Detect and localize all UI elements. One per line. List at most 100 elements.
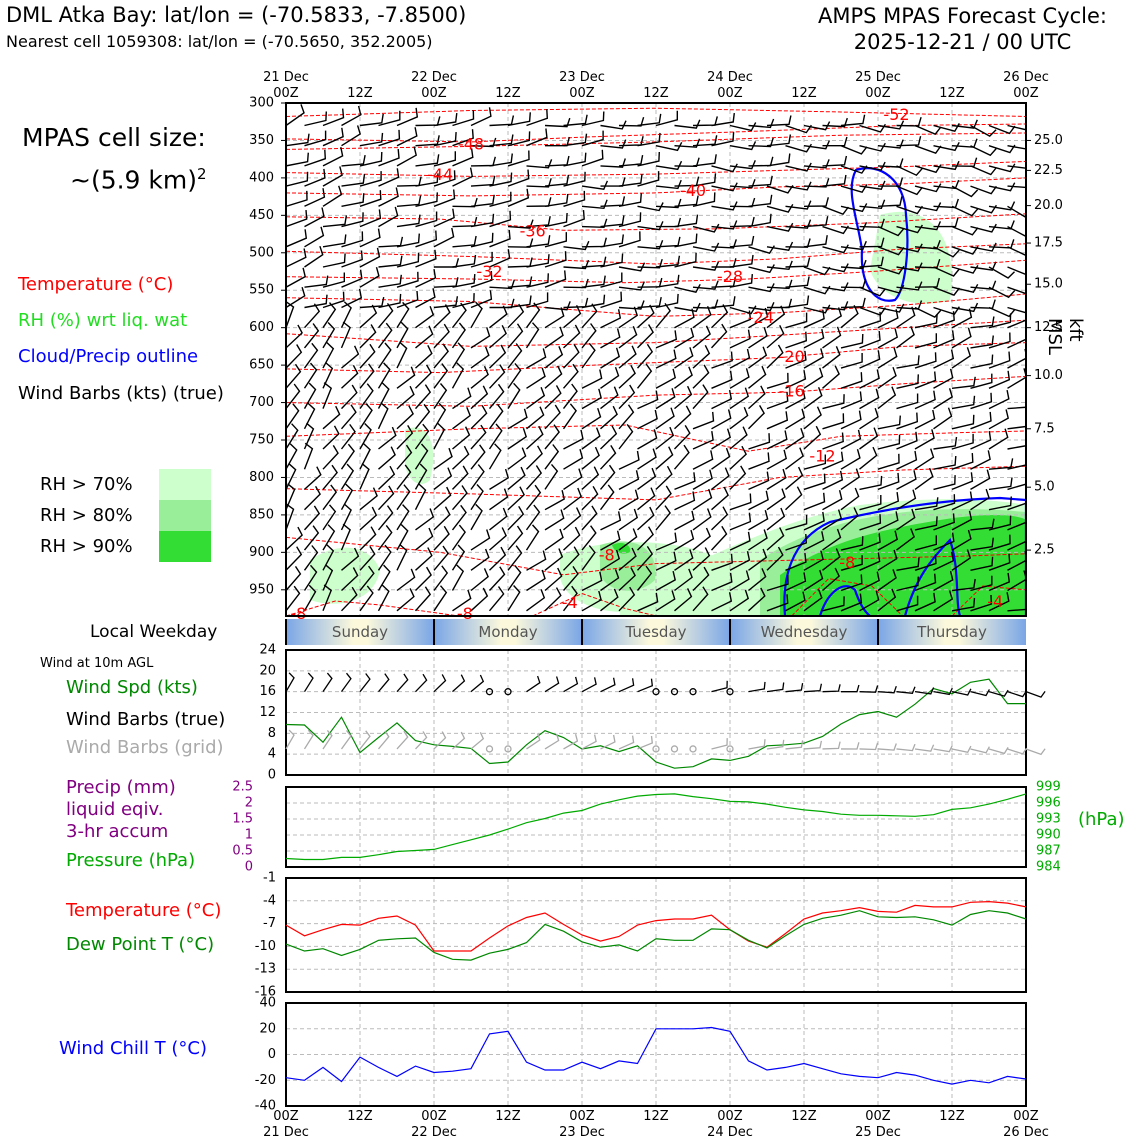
isotherm-label: -36	[520, 221, 546, 240]
wind-barb	[507, 466, 526, 490]
wind-barb	[544, 587, 562, 612]
bottom-date-label: 25 Dec	[855, 1125, 901, 1140]
wind-barb	[526, 348, 547, 369]
wind-barb	[711, 389, 733, 410]
wind-barb	[618, 489, 639, 511]
wind-barb	[840, 507, 859, 531]
precip-panel-tick-label: 0	[245, 860, 253, 875]
wind-barb	[822, 205, 849, 216]
wind-barb	[970, 518, 995, 531]
calm-wind-circle	[726, 745, 734, 753]
wind-barb	[692, 116, 718, 127]
wind-barb	[378, 446, 396, 470]
wind-barb	[322, 234, 347, 248]
wind-barb	[766, 449, 788, 470]
wind-barb	[581, 237, 607, 248]
wind-barb	[803, 121, 831, 131]
wind-barb	[507, 408, 528, 430]
wind-barb	[433, 208, 455, 228]
windchill-panel-tick-label: 40	[259, 996, 276, 1011]
wind-barb	[766, 115, 792, 127]
wind-barb	[970, 316, 995, 329]
wind-barb	[674, 588, 693, 612]
wind-barb	[415, 325, 434, 349]
wind-barb	[877, 569, 897, 592]
wind-barb	[822, 174, 847, 187]
wind-barb	[470, 346, 490, 369]
wind-barb	[840, 593, 863, 612]
isotherm-label: -4	[987, 592, 1003, 611]
wind-barb	[988, 592, 1010, 612]
wind-barb	[526, 386, 546, 410]
isotherm-line	[286, 375, 1026, 407]
wind-barb	[766, 305, 786, 329]
wind-barb	[729, 160, 756, 170]
wind-barb	[507, 169, 530, 187]
wind-barb	[896, 355, 920, 369]
wind-barb	[359, 363, 375, 389]
wind-barb	[415, 116, 441, 127]
surface-wind-barb	[581, 677, 597, 693]
wind-barb	[877, 225, 905, 237]
wind-barb	[766, 430, 788, 450]
wind-barb	[988, 266, 1015, 279]
wind-barb	[785, 486, 803, 511]
wind-barb	[803, 531, 825, 551]
surface-wind-barb	[600, 677, 616, 693]
wind-barb	[322, 484, 338, 511]
wind-barb	[451, 524, 466, 551]
wind-barb	[674, 302, 701, 313]
wind-barb	[933, 590, 954, 612]
wind-barb	[896, 243, 923, 253]
wind-barb	[286, 248, 307, 268]
wind-barb	[341, 105, 362, 127]
wind-barb	[840, 574, 863, 592]
wind-barb	[303, 584, 317, 612]
wind-barb	[581, 466, 600, 490]
wind-barb	[711, 592, 733, 612]
wind-barb	[933, 455, 957, 470]
wind-barb	[655, 446, 674, 470]
wind-barb	[896, 508, 916, 531]
wind-barb	[914, 306, 942, 318]
wind-barb	[359, 190, 382, 207]
wind-barb	[470, 587, 489, 612]
wind-barb	[637, 429, 658, 450]
wind-barb	[563, 297, 589, 309]
wind-barb	[655, 426, 675, 450]
wind-barb	[581, 303, 598, 329]
wind-barb	[840, 555, 863, 571]
wind-barb	[840, 297, 866, 309]
calm-wind-circle	[689, 688, 697, 696]
windchill-panel-tick-label: 20	[259, 1021, 276, 1036]
pressure-line	[285, 793, 1027, 861]
isotherm-line	[286, 424, 1026, 452]
cross-section-frame	[285, 102, 1027, 617]
wind-barb	[526, 159, 553, 169]
wind-barb	[286, 324, 303, 349]
cell-size-line2: ~(5.9 km)2	[22, 156, 207, 198]
wind-barb	[766, 153, 791, 167]
wind-barb	[785, 389, 806, 410]
wind-barb	[951, 510, 973, 531]
wind-barb	[970, 450, 991, 470]
wind-barb	[748, 587, 766, 612]
wind-barb	[377, 584, 390, 612]
wind-barb	[803, 589, 823, 612]
wind-barb	[322, 564, 334, 591]
wind-barb	[729, 531, 751, 551]
wind-barb	[729, 197, 756, 208]
wind-speed-line	[285, 678, 1026, 769]
wind-barb	[303, 525, 320, 551]
wind-barb	[896, 136, 922, 147]
wind-barb	[489, 115, 515, 127]
wind-barb	[544, 270, 567, 288]
wind-barb	[914, 573, 937, 592]
wind-barb	[286, 133, 310, 147]
wind-barb	[563, 526, 581, 551]
wind-barb	[618, 404, 635, 430]
wind-barb	[1007, 483, 1026, 491]
surface-wind-barb	[877, 743, 897, 751]
wind-barb	[507, 295, 532, 309]
wind-barb	[692, 173, 717, 187]
